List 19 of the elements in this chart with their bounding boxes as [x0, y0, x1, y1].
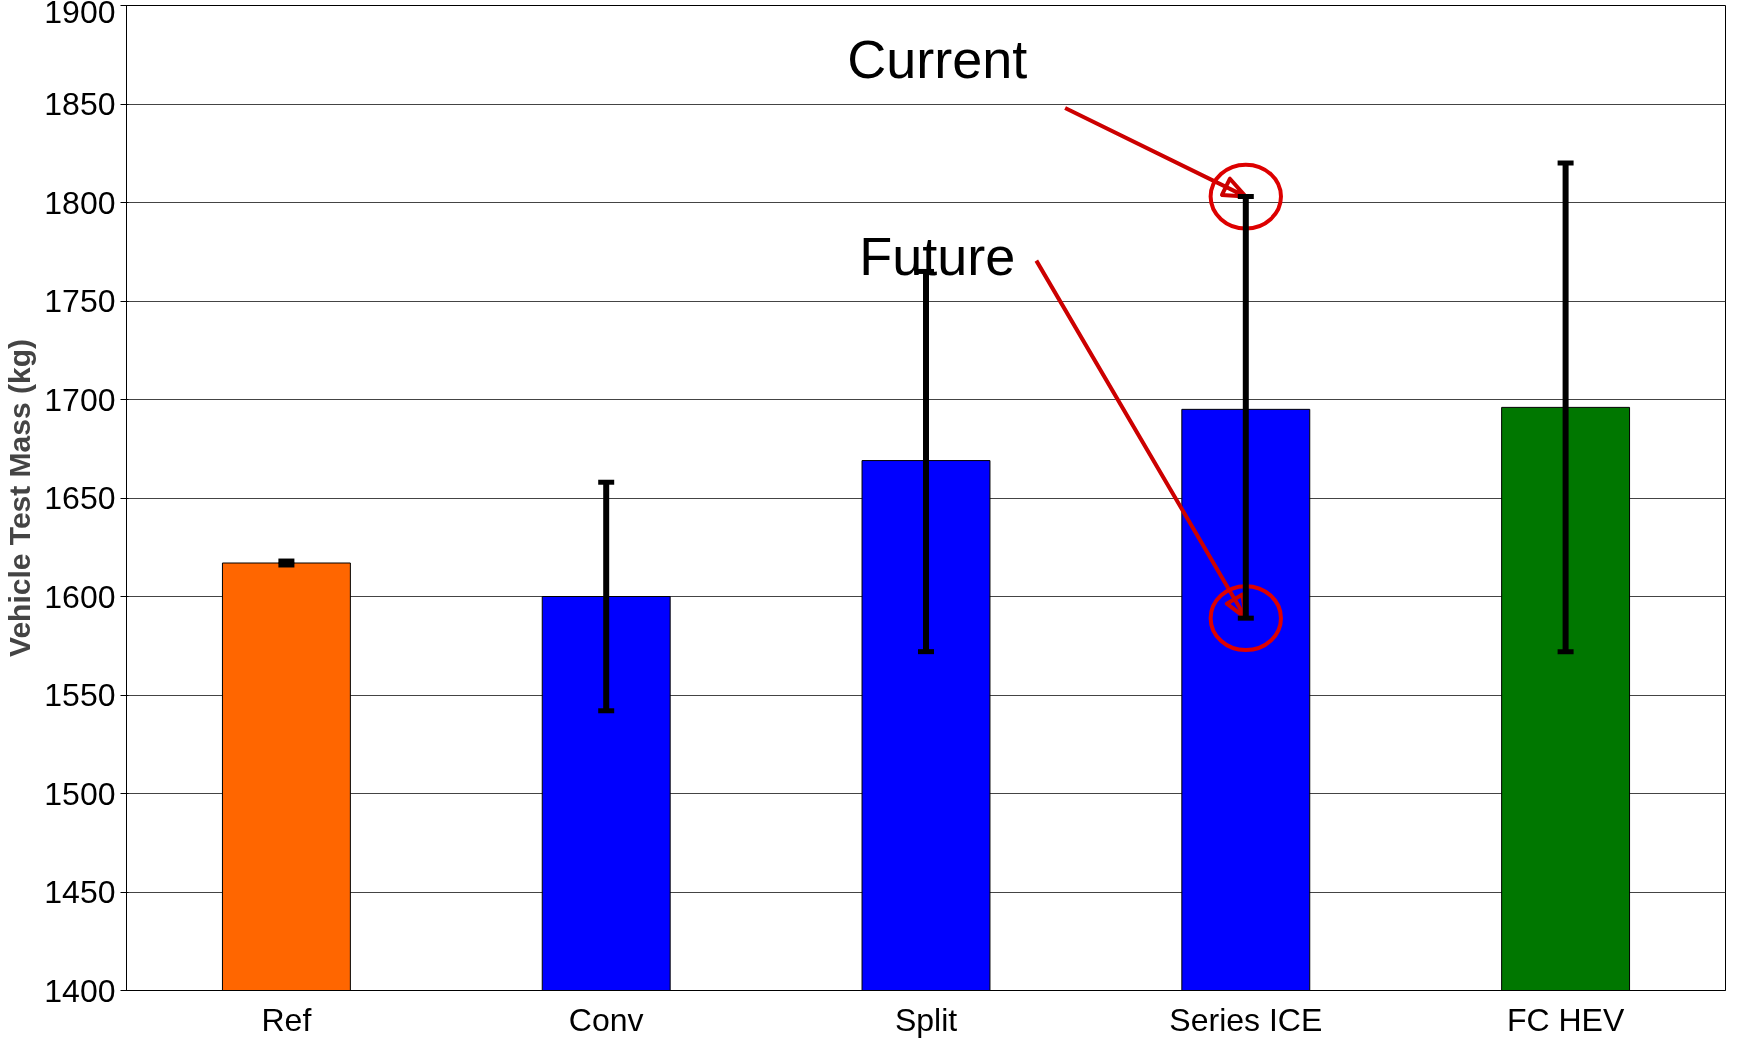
y-tick-label: 1900 — [44, 0, 116, 30]
x-tick-label: Conv — [568, 1001, 644, 1038]
x-tick-label: FC HEV — [1506, 1001, 1625, 1038]
y-axis-title: Vehicle Test Mass (kg) — [3, 339, 37, 657]
x-tick-label: Split — [894, 1001, 958, 1038]
y-tick-label: 1550 — [44, 677, 116, 713]
annotation: Current — [847, 29, 1028, 90]
y-tick-label: 1650 — [44, 480, 116, 516]
y-tick-label: 1800 — [44, 184, 116, 221]
y-tick-label: 1500 — [44, 775, 116, 812]
x-tick-label: Ref — [261, 1001, 312, 1038]
x-tick-label: Series ICE — [1169, 1001, 1323, 1038]
annotation: Future — [859, 226, 1016, 287]
y-tick-label: 1600 — [44, 578, 116, 615]
y-tick-label: 1700 — [44, 381, 116, 418]
y-tick-label: 1850 — [44, 86, 116, 122]
y-tick-label: 1750 — [44, 283, 116, 319]
y-tick-label: 1450 — [44, 874, 116, 910]
y-tick-label: 1400 — [44, 972, 116, 1009]
